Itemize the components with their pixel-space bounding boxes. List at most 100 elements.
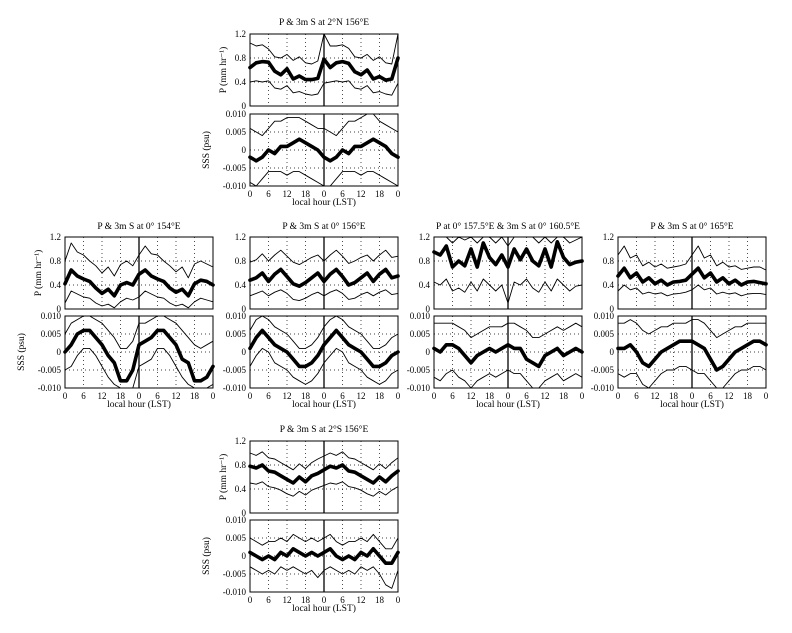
sss-tick-0: 0 (426, 347, 431, 357)
panel-0-156e-xticks: 0 6 12 18 0 6 12 18 0 local hour (LST) (248, 391, 401, 410)
mean-line (616, 339, 768, 372)
p-tick-0: 0 (610, 304, 615, 314)
mean-line (432, 240, 584, 269)
panel-2n-156e: P & 3m S at 2°N 156°E 1.2 0.8 0.4 0 P (m… (201, 17, 401, 208)
upper-bound-line (249, 451, 399, 471)
x-tick-6b: 6 (155, 391, 160, 401)
x-tick-18: 18 (116, 391, 126, 401)
p-tick-1-2: 1.2 (235, 29, 246, 39)
x-axis-label: local hour (LST) (476, 399, 540, 410)
x-tick-0b: 0 (322, 391, 327, 401)
lower-bound-line (249, 289, 399, 302)
p-tick-1-2: 1.2 (235, 232, 246, 242)
p-tick-1-2: 1.2 (419, 232, 430, 242)
p-tick-0-8: 0.8 (235, 460, 247, 470)
upper-bound-line (249, 113, 399, 137)
x-tick-12b: 12 (357, 391, 366, 401)
x-axis-label: local hour (LST) (660, 399, 724, 410)
x-tick-12: 12 (651, 391, 660, 401)
upper-bound-line (433, 236, 583, 247)
sss-tick-neg-0-010: -0.010 (223, 181, 247, 191)
sss-tick-neg-0-005: -0.005 (223, 569, 247, 579)
panel-0-157e-160e-title: P at 0° 157.5°E & 3m S at 0° 160.5°E (436, 221, 580, 232)
panel-0-154e-xticks: 0 6 12 18 0 6 12 18 0 local hour (LST) (63, 391, 216, 410)
p-tick-0: 0 (57, 304, 62, 314)
panel-0-156e-title: P & 3m S at 0° 156°E (282, 221, 365, 232)
sss-tick-0-005: 0.005 (594, 329, 615, 339)
x-tick-6: 6 (266, 391, 271, 401)
lower-bound-line (617, 365, 767, 389)
x-tick-12b: 12 (725, 391, 734, 401)
sss-tick-neg-0-005: -0.005 (223, 163, 247, 173)
x-tick-12: 12 (283, 189, 292, 199)
p-tick-1-2: 1.2 (235, 436, 246, 446)
sss-tick-0: 0 (242, 145, 247, 155)
mean-line (432, 342, 584, 369)
p-tick-0-4: 0.4 (50, 280, 62, 290)
x-tick-12: 12 (98, 391, 107, 401)
x-tick-0: 0 (248, 391, 253, 401)
x-tick-18b: 18 (190, 391, 200, 401)
panel-1-sss-marks (63, 315, 215, 389)
upper-bound-line (249, 33, 399, 65)
x-tick-6: 6 (266, 189, 271, 199)
x-tick-18b: 18 (375, 595, 385, 605)
x-tick-6b: 6 (524, 391, 529, 401)
x-tick-18b: 18 (743, 391, 753, 401)
sss-tick-0-010: 0.010 (226, 311, 247, 321)
sss-tick-0-010: 0.010 (594, 311, 615, 321)
sss-tick-0-005: 0.005 (41, 329, 62, 339)
upper-bound-line (64, 242, 214, 279)
panel-4-sss-marks (616, 316, 768, 389)
x-tick-12: 12 (467, 391, 476, 401)
x-tick-18: 18 (301, 391, 311, 401)
lower-bound-line (433, 369, 583, 389)
sss-tick-0: 0 (242, 347, 247, 357)
p-tick-0-8: 0.8 (50, 256, 62, 266)
x-axis-label: local hour (LST) (292, 399, 356, 410)
upper-bound-line (249, 533, 399, 550)
x-tick-0c: 0 (764, 391, 769, 401)
upper-bound-line (433, 322, 583, 339)
mean-line (63, 328, 215, 383)
sss-tick-0-005: 0.005 (226, 533, 247, 543)
sss-tick-neg-0-010: -0.010 (591, 383, 615, 393)
chart-marks (63, 33, 768, 592)
sss-tick-0-005: 0.005 (410, 329, 431, 339)
sss-tick-0-005: 0.005 (226, 127, 247, 137)
x-tick-0: 0 (248, 595, 253, 605)
p-tick-0-8: 0.8 (235, 256, 247, 266)
panel-3-p-marks (432, 236, 584, 309)
p-tick-0: 0 (426, 304, 431, 314)
x-tick-0b: 0 (690, 391, 695, 401)
panel-2n-156e-sss-axes: 0.010 0.005 0 -0.005 -0.010 SSS (psu) (201, 109, 399, 191)
lower-bound-line (249, 171, 399, 187)
sss-tick-0-010: 0.010 (41, 311, 62, 321)
panel-2s-156e: P & 3m S at 2°S 156°E 1.2 0.8 0.4 0 P (m… (201, 424, 401, 614)
panel-0-sss-marks (248, 113, 400, 187)
lower-bound-line (249, 566, 399, 589)
p-axis-label: P (mm hr⁻¹) (218, 47, 229, 94)
sss-tick-0-010: 0.010 (410, 311, 431, 321)
panel-0-165e-title: P & 3m S at 0° 165°E (650, 221, 733, 232)
lower-bound-line (249, 347, 399, 385)
panel-2s-156e-xticks: 0 6 12 18 0 6 12 18 0 local hour (LST) (248, 595, 401, 614)
sss-tick-0: 0 (610, 347, 615, 357)
sss-tick-neg-0-010: -0.010 (407, 383, 431, 393)
lower-bound-line (249, 481, 399, 497)
x-tick-0c: 0 (396, 189, 401, 199)
p-tick-0-4: 0.4 (235, 280, 247, 290)
x-tick-0: 0 (63, 391, 68, 401)
x-tick-6: 6 (450, 391, 455, 401)
panel-2-p-marks (248, 237, 400, 309)
p-tick-0-4: 0.4 (419, 280, 431, 290)
mean-line (616, 266, 768, 287)
x-tick-18: 18 (669, 391, 679, 401)
p-tick-1-2: 1.2 (603, 232, 614, 242)
sss-tick-0-005: 0.005 (226, 329, 247, 339)
mean-line (248, 267, 400, 289)
x-tick-6b: 6 (340, 189, 345, 199)
sss-tick-0: 0 (242, 551, 247, 561)
p-axis-label: P (mm hr⁻¹) (218, 454, 229, 501)
sss-axis-label: SSS (psu) (201, 537, 212, 575)
